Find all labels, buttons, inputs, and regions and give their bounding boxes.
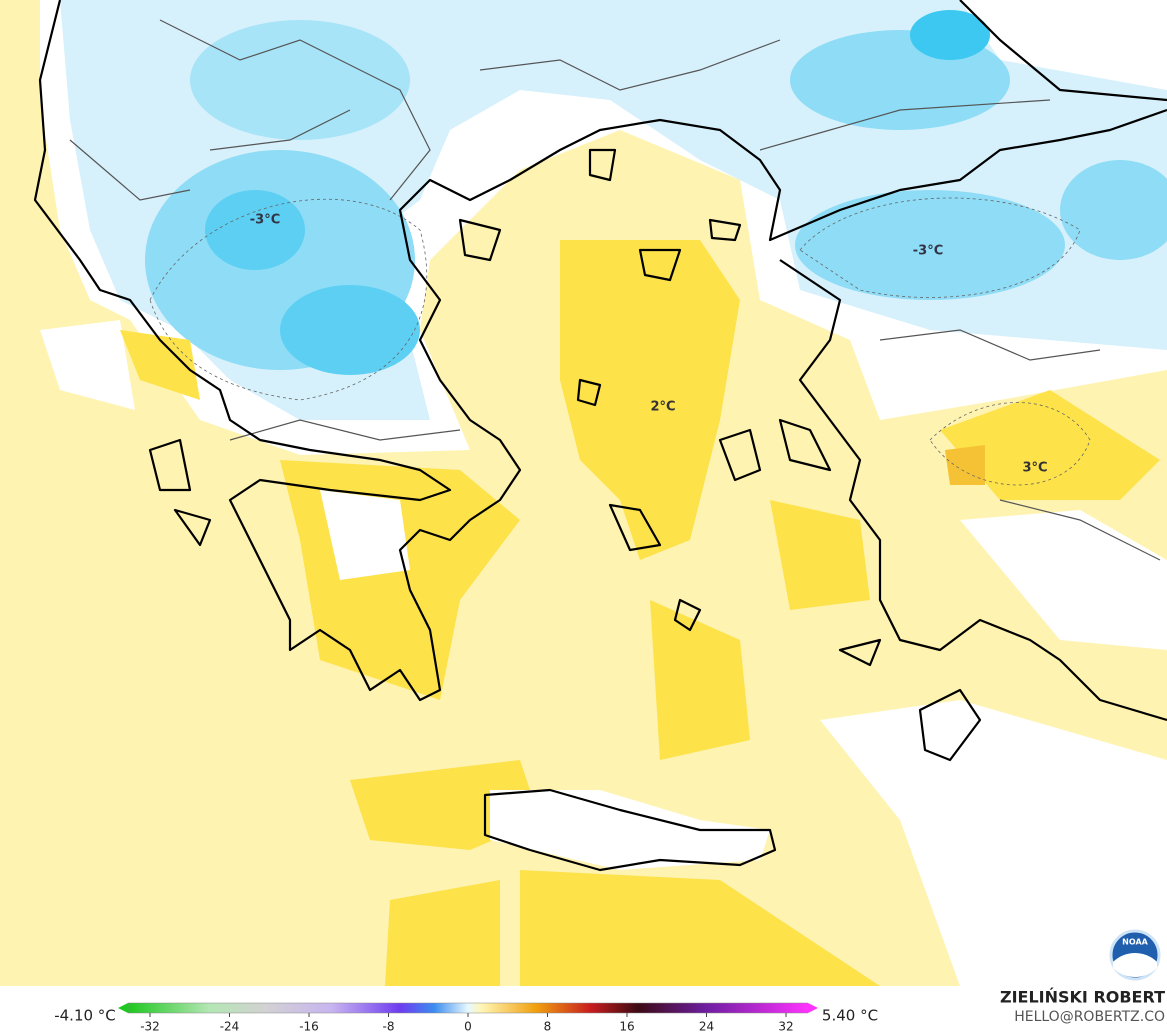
author: ZIELIŃSKI ROBERT bbox=[1000, 988, 1165, 1007]
colorbar-tick-label: -16 bbox=[299, 1020, 319, 1034]
colorbar-tick-label: 24 bbox=[699, 1020, 714, 1034]
contour-label: -3°C bbox=[913, 244, 943, 259]
colorbar-tick-label: 16 bbox=[619, 1020, 634, 1034]
colorbar-tick-label: -32 bbox=[140, 1020, 160, 1034]
colorbar-tick-label: 0 bbox=[464, 1020, 472, 1034]
colorbar-tick-label: -24 bbox=[220, 1020, 240, 1034]
colorbar: -4.10 °C 5.40 °C bbox=[54, 1002, 878, 1025]
colorbar-max-label: 5.40 °C bbox=[822, 1007, 878, 1025]
contour-label: 3°C bbox=[1022, 461, 1047, 476]
contour-label: -3°C bbox=[250, 213, 280, 228]
noaa-logo: NOAA bbox=[1109, 929, 1161, 981]
logo-text: NOAA bbox=[1122, 938, 1148, 947]
colorbar-tick-label: 32 bbox=[778, 1020, 793, 1034]
colorbar-tick-label: -8 bbox=[383, 1020, 395, 1034]
contour-label: 2°C bbox=[650, 400, 675, 415]
map: -3°C -3°C 2°C 3°C NOAA bbox=[0, 0, 1167, 986]
contact: HELLO@ROBERTZ.CO bbox=[1014, 1009, 1165, 1025]
colorbar-tick-label: 8 bbox=[544, 1020, 552, 1034]
colorbar-min-label: -4.10 °C bbox=[54, 1007, 116, 1025]
